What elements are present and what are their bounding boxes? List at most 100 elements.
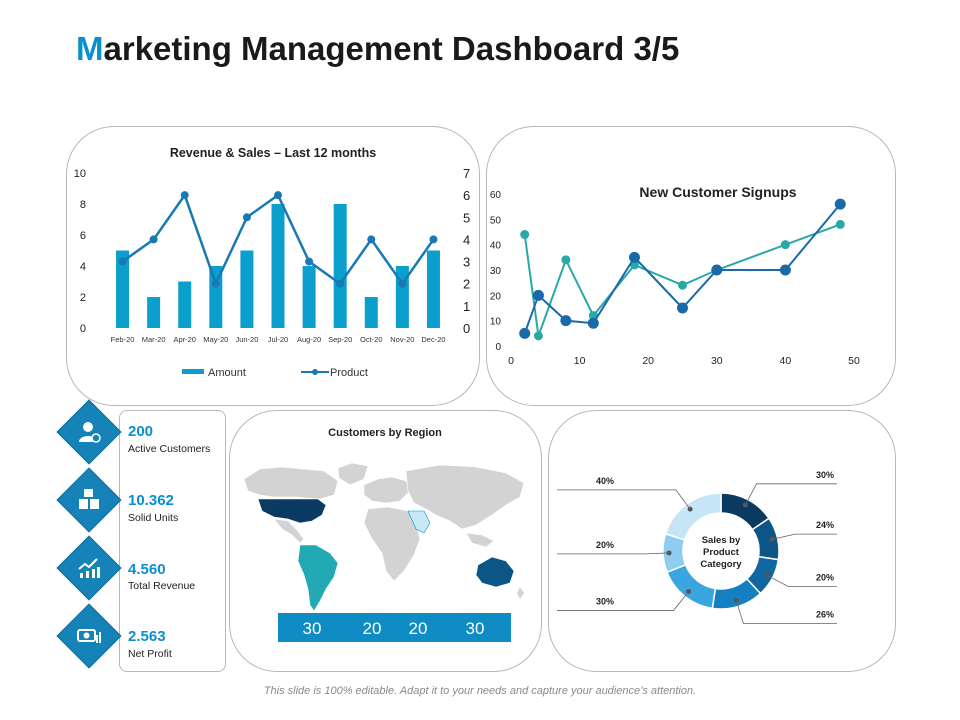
signups-point	[519, 327, 531, 339]
amount-bar	[271, 204, 285, 328]
left-axis-tick: 2	[80, 292, 86, 304]
money-icon	[68, 615, 110, 657]
left-axis-tick: 8	[80, 199, 86, 211]
product-point	[211, 279, 220, 288]
legend-amount-label: Amount	[208, 367, 246, 379]
pie-center-line-1: Sales by	[702, 535, 741, 546]
signups-y-tick: 10	[490, 317, 502, 328]
slice-label: 26%	[816, 610, 834, 620]
customer-icon	[68, 411, 110, 453]
right-axis-tick: 3	[463, 255, 470, 270]
category-label: Sep-20	[328, 335, 352, 344]
signups-y-tick: 20	[490, 291, 502, 302]
signups-x-tick: 50	[848, 355, 860, 367]
map-europe	[363, 476, 411, 504]
leader-line	[557, 591, 689, 611]
map-greenland	[337, 462, 369, 486]
map-new-zealand	[517, 587, 524, 599]
kpi-value-active-customers: 200	[128, 423, 154, 440]
amount-bar	[178, 281, 192, 328]
sales-category-panel: 30% 24% 20% 26% 30% 20% 40% Sales by Product C…	[548, 410, 896, 672]
product-point	[336, 279, 345, 288]
amount-bar	[333, 204, 347, 328]
map-australia	[475, 556, 515, 588]
signups-y-tick: 40	[490, 241, 502, 252]
right-axis-tick: 5	[463, 210, 470, 225]
signups-chart: New Customer Signups 0 10 20 30 40 50 60 0 10 20…	[490, 184, 860, 367]
leader-dot	[666, 550, 672, 556]
slice-label: 40%	[596, 476, 614, 486]
region-value-2: 20	[362, 619, 382, 638]
leader-line	[557, 552, 670, 555]
signups-point	[532, 289, 544, 301]
slice-label: 30%	[596, 596, 614, 606]
map-middle-east	[407, 510, 431, 534]
signups-point	[835, 219, 845, 229]
left-axis-tick: 10	[74, 168, 86, 180]
region-value-1: 30	[302, 619, 322, 638]
signups-point	[780, 240, 790, 250]
leader-line	[735, 600, 837, 625]
signups-y-tick: 0	[495, 342, 501, 353]
amount-bar	[364, 297, 378, 328]
right-axis-tick: 6	[463, 188, 470, 203]
page-title: Marketing Management Dashboard 3/5	[76, 30, 679, 68]
signups-series-line	[523, 203, 842, 334]
map-se-asia	[465, 532, 495, 548]
kpi-value-total-revenue: 4.560	[128, 561, 166, 578]
map-south-america	[297, 544, 339, 612]
leader-line	[771, 533, 837, 540]
signups-point	[779, 264, 791, 276]
category-label: Jul-20	[268, 335, 288, 344]
kpi-label-total-revenue: Total Revenue	[128, 580, 196, 592]
slice-label: 20%	[816, 573, 834, 583]
title-first-letter: M	[76, 30, 104, 67]
right-axis-tick: 1	[463, 299, 470, 314]
category-label: Jun-20	[235, 335, 258, 344]
amount-bar	[426, 250, 440, 328]
signups-x-tick: 40	[780, 355, 792, 367]
region-value-4: 30	[465, 619, 485, 638]
right-axis-tick: 7	[463, 166, 470, 181]
signups-point	[678, 280, 687, 290]
leader-line	[766, 574, 837, 587]
footer-note: This slide is 100% editable. Adapt it to…	[263, 685, 697, 697]
title-rest: arketing Management Dashboard 3/5	[103, 30, 680, 67]
amount-bar	[116, 250, 130, 328]
product-point	[367, 235, 376, 244]
donut-slice	[666, 563, 717, 610]
product-point	[429, 235, 438, 244]
category-label: Apr-20	[173, 335, 196, 344]
signups-x-tick: 30	[711, 355, 723, 367]
leader-line	[744, 483, 837, 506]
signups-point	[677, 302, 688, 314]
revenue-chart-icon	[68, 547, 110, 589]
amount-bar	[147, 297, 161, 328]
sales-category-chart: 30% 24% 20% 26% 30% 20% 40% Sales by Product C…	[557, 470, 837, 625]
pie-center-line-3: Category	[700, 559, 742, 570]
leader-line	[557, 489, 691, 510]
kpi-value-net-profit: 2.563	[128, 628, 166, 645]
legend-amount-swatch	[182, 369, 204, 374]
amount-bar	[302, 266, 316, 328]
map-asia	[405, 464, 525, 530]
signups-x-tick: 10	[574, 355, 586, 367]
region-value-3: 20	[408, 619, 428, 638]
revenue-legend: Amount Product	[182, 367, 368, 379]
category-label: Oct-20	[360, 335, 383, 344]
signups-point	[834, 198, 846, 210]
signups-point	[628, 251, 640, 263]
signups-chart-title: New Customer Signups	[639, 184, 796, 200]
signups-point	[533, 331, 543, 341]
product-point	[180, 191, 189, 200]
map-usa	[257, 498, 327, 524]
left-axis-tick: 6	[80, 230, 86, 242]
signups-point	[587, 317, 599, 329]
slice-label: 24%	[816, 520, 834, 530]
donut-slice	[664, 492, 722, 541]
signups-point	[561, 255, 571, 265]
category-label: Dec-20	[421, 335, 445, 344]
map-central-america	[273, 518, 305, 544]
legend-product-label: Product	[330, 367, 368, 379]
slice-label: 30%	[816, 470, 834, 480]
